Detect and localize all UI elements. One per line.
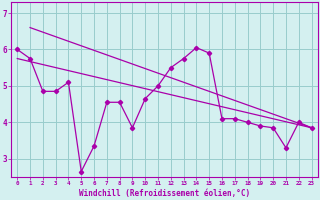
X-axis label: Windchill (Refroidissement éolien,°C): Windchill (Refroidissement éolien,°C): [79, 189, 250, 198]
